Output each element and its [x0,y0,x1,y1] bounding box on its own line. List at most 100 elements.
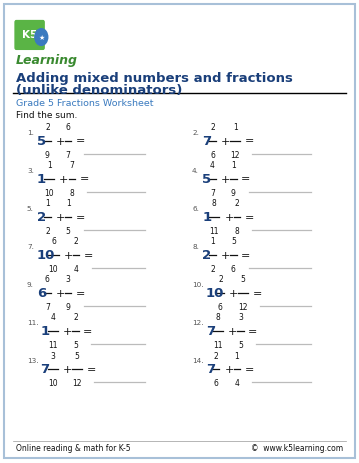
Circle shape [35,30,48,46]
Text: 5: 5 [202,173,211,186]
Text: 12: 12 [238,302,248,311]
Text: 12: 12 [73,378,82,387]
Text: 7: 7 [202,135,211,148]
Text: 1: 1 [47,161,52,170]
Text: 3: 3 [50,351,55,360]
Text: 6: 6 [45,275,50,284]
Text: +: + [229,288,238,298]
Text: 1: 1 [210,237,215,246]
FancyBboxPatch shape [14,21,45,51]
Text: =: = [84,250,93,260]
Text: 1: 1 [41,325,50,338]
Text: 4: 4 [74,264,79,273]
Text: K5: K5 [22,30,37,40]
Text: 10.: 10. [192,282,204,288]
Text: Grade 5 Fractions Worksheet: Grade 5 Fractions Worksheet [16,99,154,107]
Text: =: = [244,364,254,374]
Text: 13.: 13. [27,357,38,363]
Text: =: = [87,364,96,374]
Text: 7: 7 [41,363,50,375]
Text: 2: 2 [234,199,239,208]
Text: =: = [79,174,89,184]
Text: Learning: Learning [16,54,78,67]
Text: 4: 4 [234,378,239,387]
Text: 5: 5 [73,340,78,349]
Text: 1: 1 [202,211,211,224]
Text: 6: 6 [37,287,46,300]
Text: 2: 2 [45,226,50,235]
Text: ★: ★ [38,35,45,41]
Text: 14.: 14. [192,357,204,363]
Text: +: + [64,250,73,260]
Text: =: = [241,174,250,184]
Text: 6: 6 [214,378,219,387]
Text: 6.: 6. [192,206,199,212]
Text: =: = [252,288,262,298]
Text: +: + [224,212,234,222]
Text: 4: 4 [50,313,55,322]
Text: 5: 5 [231,237,236,246]
Text: 6: 6 [231,264,236,273]
Text: 8: 8 [215,313,220,322]
Text: 12.: 12. [192,319,204,325]
Text: 10: 10 [49,264,58,273]
Text: +: + [221,136,230,146]
Text: =: = [83,326,92,336]
Text: +: + [228,326,237,336]
Text: 1: 1 [37,173,46,186]
Text: 1: 1 [45,199,50,208]
Text: 9: 9 [66,302,71,311]
Text: 6: 6 [66,123,71,132]
Text: 5.: 5. [27,206,34,212]
Text: =: = [248,326,257,336]
Text: 4.: 4. [192,168,199,174]
Text: 1: 1 [234,351,239,360]
Text: 8.: 8. [192,244,199,250]
Text: 5: 5 [75,351,80,360]
Text: =: = [76,212,85,222]
Text: 4: 4 [210,161,215,170]
Text: =: = [76,136,85,146]
Text: =: = [76,288,85,298]
Text: 1.: 1. [27,130,34,136]
Text: 7.: 7. [27,244,34,250]
Text: 7: 7 [206,363,215,375]
Text: Find the sum.: Find the sum. [16,111,78,120]
Text: 1: 1 [233,123,238,132]
Text: 8: 8 [234,226,239,235]
Text: 9: 9 [231,188,236,197]
Text: 2: 2 [218,275,223,284]
Text: =: = [244,212,254,222]
Text: 2: 2 [210,264,215,273]
Text: 10: 10 [48,378,57,387]
Text: +: + [56,136,65,146]
Text: 3.: 3. [27,168,34,174]
Text: 6: 6 [51,237,56,246]
Text: 5: 5 [37,135,46,148]
Text: 1: 1 [231,161,236,170]
Text: 11: 11 [213,340,223,349]
Text: +: + [59,174,69,184]
Text: 5: 5 [66,226,71,235]
Text: (unlike denominators): (unlike denominators) [16,84,182,97]
Text: 9.: 9. [27,282,34,288]
Text: 10: 10 [206,287,224,300]
Text: ©  www.k5learning.com: © www.k5learning.com [251,443,343,452]
Text: 1: 1 [66,199,71,208]
Text: 11: 11 [210,226,219,235]
Text: 11: 11 [48,340,57,349]
Text: 2.: 2. [192,130,199,136]
Text: +: + [221,250,230,260]
Text: +: + [63,326,72,336]
Text: 2: 2 [37,211,46,224]
Text: 7: 7 [206,325,215,338]
Text: 6: 6 [218,302,223,311]
Text: +: + [224,364,234,374]
Text: 7: 7 [45,302,50,311]
Text: 6: 6 [210,150,215,159]
Text: 7: 7 [210,188,215,197]
Text: 2: 2 [202,249,211,262]
Text: 2: 2 [73,313,78,322]
Text: 12: 12 [230,150,240,159]
Text: 5: 5 [238,340,243,349]
